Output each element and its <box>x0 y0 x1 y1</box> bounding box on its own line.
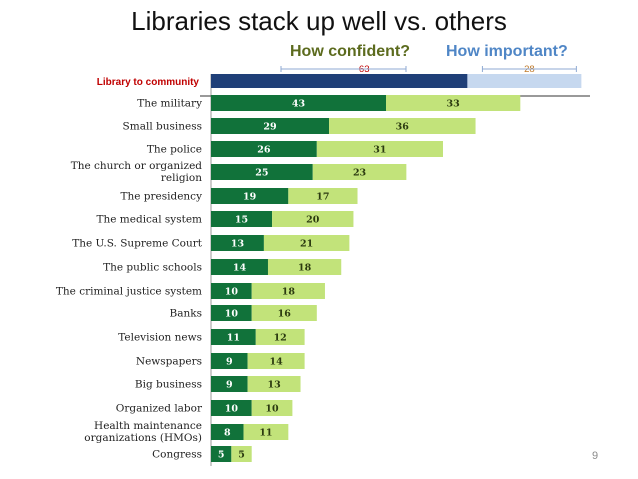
category-label: The presidency <box>120 191 202 203</box>
category-label-line: The church or organized <box>71 160 203 172</box>
important-bar <box>247 353 305 369</box>
confident-bar <box>211 188 289 204</box>
confident-bar <box>211 118 330 134</box>
important-value-label: 20 <box>306 215 320 226</box>
category-label-line: organizations (HMOs) <box>84 432 202 444</box>
confident-value-label: 15 <box>235 215 248 226</box>
important-bar <box>288 188 358 204</box>
category-label: Newspapers <box>136 356 202 368</box>
category-label: The U.S. Supreme Court <box>72 238 203 250</box>
confident-value-label: 10 <box>225 404 239 415</box>
confident-bar <box>211 141 317 157</box>
important-value-label: 16 <box>278 309 292 320</box>
legend-confident: How confident? <box>290 43 410 60</box>
important-value-label: 33 <box>447 99 460 110</box>
category-label: Television news <box>118 332 202 344</box>
confident-bar <box>211 376 248 392</box>
confident-bar <box>211 211 273 227</box>
important-value-label: 36 <box>396 122 410 133</box>
important-bar <box>267 259 342 275</box>
confident-bar <box>211 305 252 321</box>
important-bar <box>251 283 325 299</box>
library-important-bar <box>467 74 582 88</box>
important-value-label: 13 <box>267 380 280 391</box>
confident-value-label: 19 <box>243 192 257 203</box>
confident-value-label: 29 <box>263 122 277 133</box>
important-bar <box>243 424 289 440</box>
confident-bar <box>211 235 264 251</box>
category-label: Small business <box>123 121 202 133</box>
important-bar <box>251 400 293 416</box>
page-number: 9 <box>592 450 599 462</box>
important-bar <box>247 376 301 392</box>
important-bar <box>329 118 476 134</box>
confident-value-label: 10 <box>225 309 239 320</box>
confident-bar <box>211 95 387 111</box>
important-bar <box>272 211 354 227</box>
important-bar <box>263 235 350 251</box>
confident-value-label: 11 <box>227 333 240 344</box>
confident-bar <box>211 353 248 369</box>
category-label: The public schools <box>103 262 202 274</box>
confident-value-label: 8 <box>224 428 231 439</box>
confident-bar <box>211 259 268 275</box>
category-label: The military <box>137 98 202 110</box>
category-label: Organized labor <box>116 403 203 415</box>
category-label: The medical system <box>96 214 202 226</box>
confident-value-label: 26 <box>257 145 271 156</box>
confident-bar <box>211 283 252 299</box>
category-label: Congress <box>152 449 202 461</box>
important-value-label: 11 <box>259 428 272 439</box>
confident-value-label: 14 <box>233 263 247 274</box>
library-confident-bar <box>211 74 468 88</box>
important-bar <box>386 95 521 111</box>
category-label-line: Health maintenance <box>94 420 202 432</box>
important-value-label: 18 <box>298 263 312 274</box>
important-value-label: 23 <box>353 168 366 179</box>
confident-bar <box>211 329 256 345</box>
important-value-label: 18 <box>282 287 296 298</box>
important-value-label: 31 <box>373 145 386 156</box>
confident-value-label: 9 <box>226 357 233 368</box>
category-label: The church or organized religion <box>71 160 203 184</box>
confident-value-label: 13 <box>231 239 244 250</box>
confident-value-label: 5 <box>218 450 225 461</box>
important-bar <box>316 141 443 157</box>
slide-title: Libraries stack up well vs. others <box>131 6 507 36</box>
category-label: Big business <box>135 379 202 391</box>
important-value-label: 12 <box>274 333 287 344</box>
category-label: The criminal justice system <box>56 286 202 298</box>
confident-bar <box>211 164 313 180</box>
confident-value-label: 43 <box>292 99 305 110</box>
important-value-label: 10 <box>265 404 279 415</box>
category-label: Health maintenance organizations (HMOs) <box>84 420 202 444</box>
important-bar <box>255 329 305 345</box>
important-bar <box>312 164 407 180</box>
important-value-label: 5 <box>238 450 245 461</box>
important-bar <box>231 446 252 462</box>
confident-value-label: 25 <box>255 168 268 179</box>
important-value-label: 17 <box>316 192 329 203</box>
library-category-label: Library to community <box>97 77 200 88</box>
important-value-label: 21 <box>300 239 313 250</box>
confident-bar <box>211 400 252 416</box>
category-label: The police <box>147 144 202 156</box>
legend-important: How important? <box>446 43 568 60</box>
important-bar <box>251 305 317 321</box>
important-value-label: 14 <box>270 357 284 368</box>
category-label-line: religion <box>161 172 202 184</box>
confident-value-label: 10 <box>225 287 239 298</box>
confident-bar <box>211 446 232 462</box>
confident-bar <box>211 424 244 440</box>
confident-value-label: 9 <box>226 380 233 391</box>
category-label: Banks <box>170 308 203 320</box>
